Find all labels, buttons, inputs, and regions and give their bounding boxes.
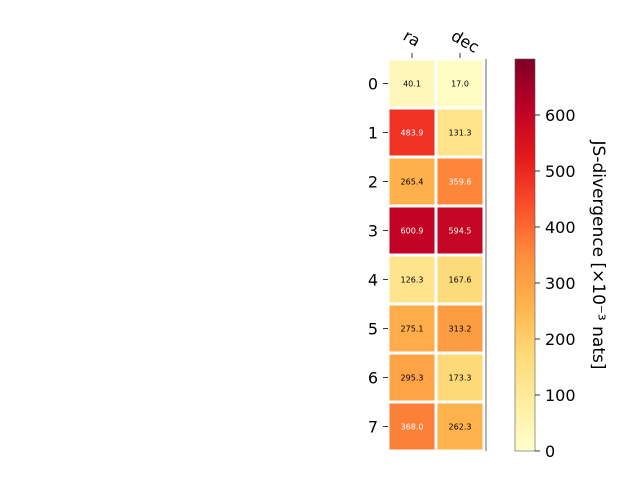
heatmap-cell bbox=[437, 403, 483, 450]
y-tick-label: 4 bbox=[368, 271, 378, 290]
heatmap-cell-label: 17.0 bbox=[451, 80, 469, 89]
colorbar-tick-label: 0 bbox=[545, 442, 555, 461]
heatmap-cell bbox=[389, 158, 435, 205]
heatmap-cell bbox=[437, 109, 483, 156]
heatmap-cell bbox=[389, 207, 435, 254]
heatmap-cell-labels: 40.1 17.0 483.9 131.3 265.4 359.6 600.9 594.5 12… bbox=[401, 80, 472, 432]
heatmap-cell-label: 359.6 bbox=[449, 178, 472, 187]
heatmap-cell-label: 40.1 bbox=[403, 80, 421, 89]
heatmap-cell-label: 167.6 bbox=[449, 276, 472, 285]
heatmap-cell-label: 275.1 bbox=[401, 325, 424, 334]
y-tick-label: 2 bbox=[368, 173, 378, 192]
heatmap-cell-label: 313.2 bbox=[449, 325, 472, 334]
heatmap-cell bbox=[437, 207, 483, 254]
heatmap-cell bbox=[389, 305, 435, 352]
y-tick-label: 5 bbox=[368, 320, 378, 339]
heatmap-cell bbox=[389, 354, 435, 401]
colorbar-label: JS-divergence [×10⁻³ nats] bbox=[588, 140, 608, 370]
heatmap-cell-label: 126.3 bbox=[401, 276, 424, 285]
colorbar-tick-label: 600 bbox=[545, 106, 576, 125]
x-tick-label: ra bbox=[400, 26, 424, 51]
colorbar bbox=[514, 58, 536, 452]
colorbar-tick-label: 400 bbox=[545, 218, 576, 237]
colorbar-ticks: 0 100 200 300 400 500 600 bbox=[535, 106, 576, 461]
heatmap-cell-label: 600.9 bbox=[401, 227, 424, 236]
heatmap-cell bbox=[437, 256, 483, 303]
y-tick-label: 1 bbox=[368, 124, 378, 143]
heatmap-cell-label: 368.0 bbox=[401, 423, 424, 432]
heatmap-cell bbox=[437, 305, 483, 352]
colorbar-tick-label: 500 bbox=[545, 162, 576, 181]
y-tick-label: 0 bbox=[368, 75, 378, 94]
heatmap-cell bbox=[437, 60, 483, 107]
y-axis-ticks: 0 1 2 3 4 5 6 7 bbox=[368, 75, 388, 437]
heatmap-cell-label: 131.3 bbox=[449, 129, 472, 138]
y-tick-label: 6 bbox=[368, 369, 378, 388]
colorbar-tick-label: 300 bbox=[545, 274, 576, 293]
colorbar-tick-label: 100 bbox=[545, 386, 576, 405]
y-tick-label: 7 bbox=[368, 418, 378, 437]
heatmap-cell bbox=[389, 109, 435, 156]
heatmap-cell-label: 594.5 bbox=[449, 227, 472, 236]
y-tick-label: 3 bbox=[368, 222, 378, 241]
heatmap-cell-label: 295.3 bbox=[401, 374, 424, 383]
colorbar-tick-label: 200 bbox=[545, 330, 576, 349]
x-axis-ticks: ra dec bbox=[400, 26, 482, 58]
heatmap-cell-label: 483.9 bbox=[401, 129, 424, 138]
heatmap-cell-label: 262.3 bbox=[449, 423, 472, 432]
heatmap-cell bbox=[437, 354, 483, 401]
heatmap-cell bbox=[389, 60, 435, 107]
heatmap-cell-label: 173.3 bbox=[449, 374, 472, 383]
heatmap-cell bbox=[389, 256, 435, 303]
heatmap-cells bbox=[389, 60, 483, 450]
x-tick-label: dec bbox=[448, 26, 482, 57]
heatmap-cell bbox=[389, 403, 435, 450]
heatmap-cell-label: 265.4 bbox=[401, 178, 424, 187]
heatmap-cell bbox=[437, 158, 483, 205]
